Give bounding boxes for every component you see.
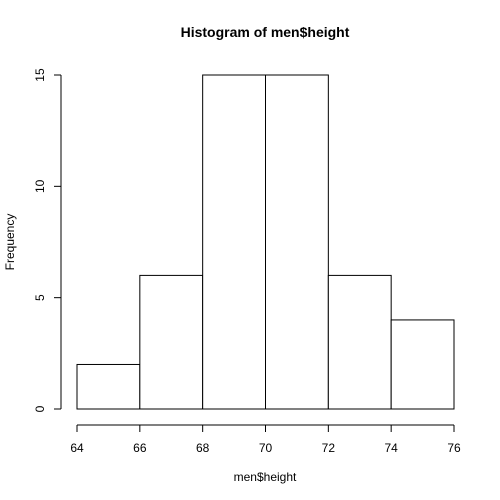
- bar-66-68: [139, 274, 204, 410]
- y-tick-label: 15: [33, 68, 47, 82]
- bar-70-72: [265, 74, 329, 410]
- y-tick-label: 5: [33, 294, 47, 301]
- x-tick-label: 70: [259, 441, 273, 455]
- bar-64-66: [76, 363, 141, 410]
- chart-title: Histogram of men$height: [181, 24, 350, 40]
- x-tick-label: 72: [322, 441, 336, 455]
- y-axis: 0 5 10 15: [33, 68, 62, 412]
- x-axis: 64 66 68 70 72 74 76: [70, 424, 461, 455]
- x-tick-label: 68: [196, 441, 210, 455]
- x-tick-label: 76: [447, 441, 461, 455]
- y-tick-label: 0: [33, 405, 47, 412]
- bar-74-76: [390, 319, 455, 410]
- x-tick-label: 64: [70, 441, 84, 455]
- y-axis-label: Frequency: [3, 214, 17, 271]
- bars-group: [76, 74, 455, 410]
- x-tick-label: 66: [133, 441, 147, 455]
- x-tick-label: 74: [384, 441, 398, 455]
- x-axis-label: men$height: [234, 470, 297, 484]
- bar-68-70: [202, 74, 267, 410]
- y-tick-label: 10: [33, 179, 47, 193]
- bar-72-74: [327, 274, 392, 410]
